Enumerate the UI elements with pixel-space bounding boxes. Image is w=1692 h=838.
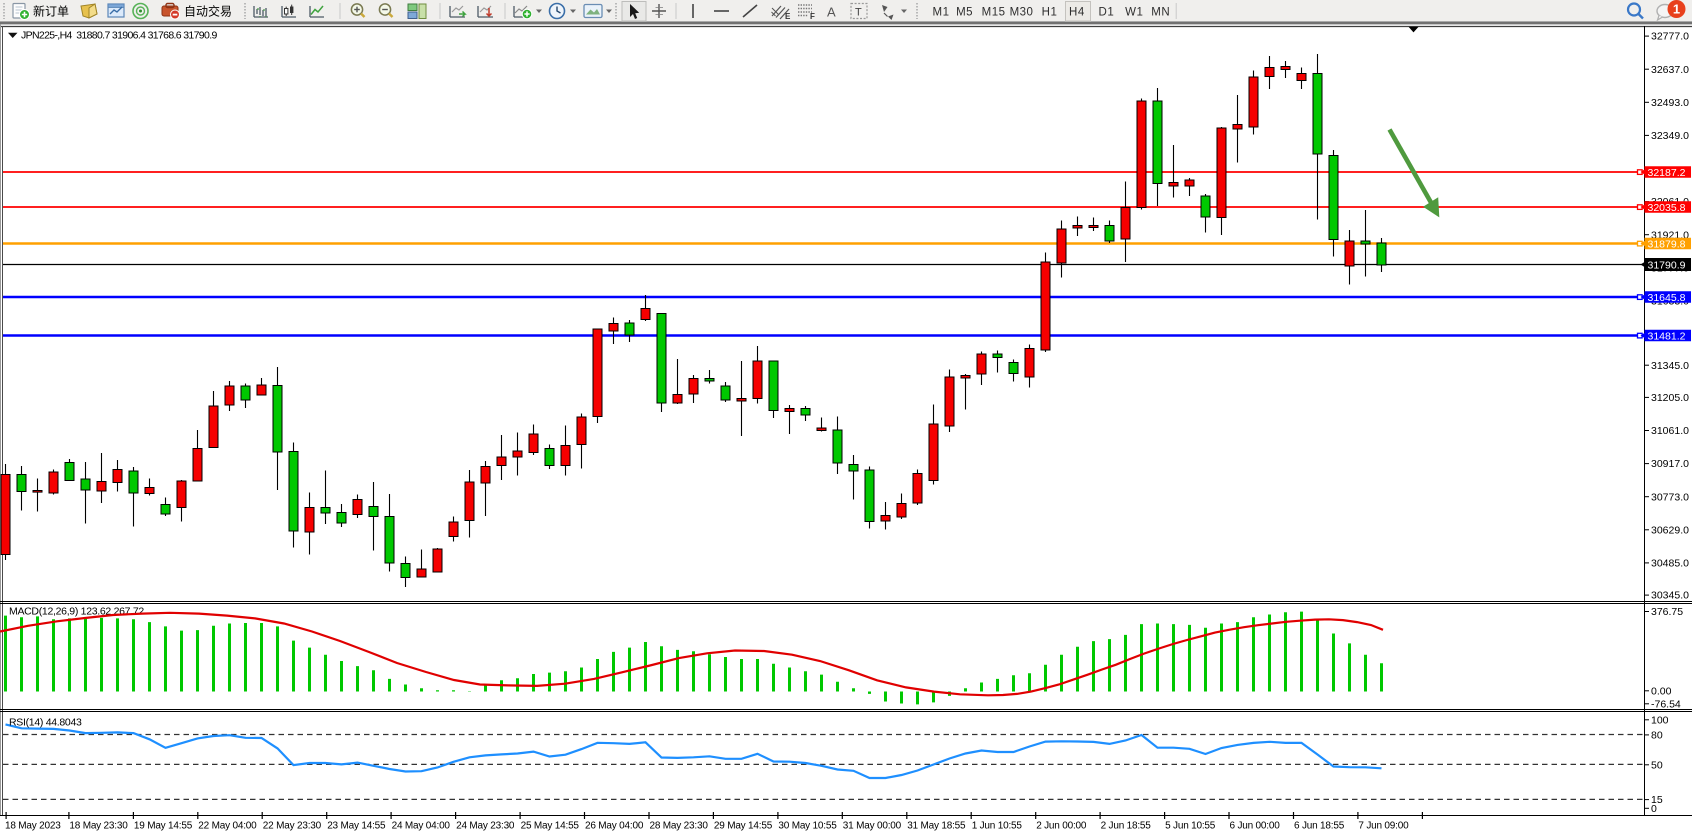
svg-text:31 May 18:55: 31 May 18:55 [907,821,966,832]
svg-text:E: E [785,12,791,21]
svg-text:30485.0: 30485.0 [1651,558,1689,570]
svg-text:W1: W1 [1125,7,1143,19]
svg-text:31879.8: 31879.8 [1648,238,1686,250]
svg-text:22 May 04:00: 22 May 04:00 [198,821,257,832]
svg-text:80: 80 [1651,730,1663,742]
svg-text:30629.0: 30629.0 [1651,524,1689,536]
svg-text:新订单: 新订单 [33,4,69,19]
svg-text:MN: MN [1151,7,1170,19]
svg-text:M1: M1 [933,7,950,19]
svg-text:32777.0: 32777.0 [1651,31,1689,43]
svg-text:24 May 23:30: 24 May 23:30 [456,821,515,832]
svg-text:50: 50 [1651,759,1663,771]
svg-text:5 Jun 10:55: 5 Jun 10:55 [1165,821,1216,832]
svg-text:31645.8: 31645.8 [1648,292,1686,304]
svg-text:MACD(12,26,9) 123.62 267.72: MACD(12,26,9) 123.62 267.72 [9,606,144,618]
svg-text:32349.0: 32349.0 [1651,130,1689,142]
svg-text:32035.8: 32035.8 [1648,202,1686,214]
svg-text:6 Jun 18:55: 6 Jun 18:55 [1294,821,1345,832]
svg-text:30345.0: 30345.0 [1651,590,1689,602]
svg-text:自动交易: 自动交易 [184,4,232,19]
svg-text:28 May 23:30: 28 May 23:30 [650,821,709,832]
svg-text:29 May 14:55: 29 May 14:55 [714,821,773,832]
svg-text:0: 0 [1651,803,1657,815]
svg-text:30773.0: 30773.0 [1651,491,1689,503]
svg-text:M15: M15 [982,7,1006,19]
svg-text:31790.9: 31790.9 [1648,259,1686,271]
svg-text:26 May 04:00: 26 May 04:00 [585,821,644,832]
svg-text:6 Jun 00:00: 6 Jun 00:00 [1230,821,1281,832]
svg-text:31345.0: 31345.0 [1651,360,1689,372]
svg-text:22 May 23:30: 22 May 23:30 [263,821,322,832]
svg-text:2 Jun 00:00: 2 Jun 00:00 [1036,821,1087,832]
svg-text:31481.2: 31481.2 [1648,330,1686,342]
svg-text:H4: H4 [1069,7,1085,19]
svg-text:H1: H1 [1042,7,1058,19]
svg-text:2 Jun 18:55: 2 Jun 18:55 [1101,821,1152,832]
svg-text:M5: M5 [956,7,973,19]
svg-text:376.75: 376.75 [1651,606,1683,618]
svg-text:7 Jun 09:00: 7 Jun 09:00 [1358,821,1409,832]
svg-text:31205.0: 31205.0 [1651,392,1689,404]
svg-text:1: 1 [1673,2,1680,17]
svg-text:M30: M30 [1010,7,1034,19]
svg-text:0.00: 0.00 [1651,685,1672,697]
svg-text:25 May 14:55: 25 May 14:55 [521,821,580,832]
svg-text:31061.0: 31061.0 [1651,425,1689,437]
svg-text:32637.0: 32637.0 [1651,64,1689,76]
svg-text:23 May 14:55: 23 May 14:55 [327,821,386,832]
svg-text:100: 100 [1651,714,1669,726]
svg-text:18 May 2023: 18 May 2023 [5,821,61,832]
svg-text:18 May 23:30: 18 May 23:30 [69,821,128,832]
svg-text:30 May 10:55: 30 May 10:55 [778,821,837,832]
svg-text:RSI(14) 44.8043: RSI(14) 44.8043 [9,717,82,729]
svg-text:1 Jun 10:55: 1 Jun 10:55 [972,821,1023,832]
svg-text:32493.0: 32493.0 [1651,97,1689,109]
svg-text:T: T [855,7,862,19]
svg-text:D1: D1 [1099,7,1115,19]
svg-text:JPN225-,H4 31880.7 31906.4 31: JPN225-,H4 31880.7 31906.4 31768.6 31790… [21,30,217,42]
svg-text:24 May 04:00: 24 May 04:00 [392,821,451,832]
svg-text:32187.2: 32187.2 [1648,167,1686,179]
svg-text:A: A [827,5,836,20]
svg-text:31 May 00:00: 31 May 00:00 [843,821,902,832]
svg-text:30917.0: 30917.0 [1651,458,1689,470]
svg-text:F: F [810,12,815,21]
svg-text:-76.54: -76.54 [1651,698,1681,710]
svg-text:15: 15 [1651,794,1663,806]
svg-text:19 May 14:55: 19 May 14:55 [134,821,193,832]
